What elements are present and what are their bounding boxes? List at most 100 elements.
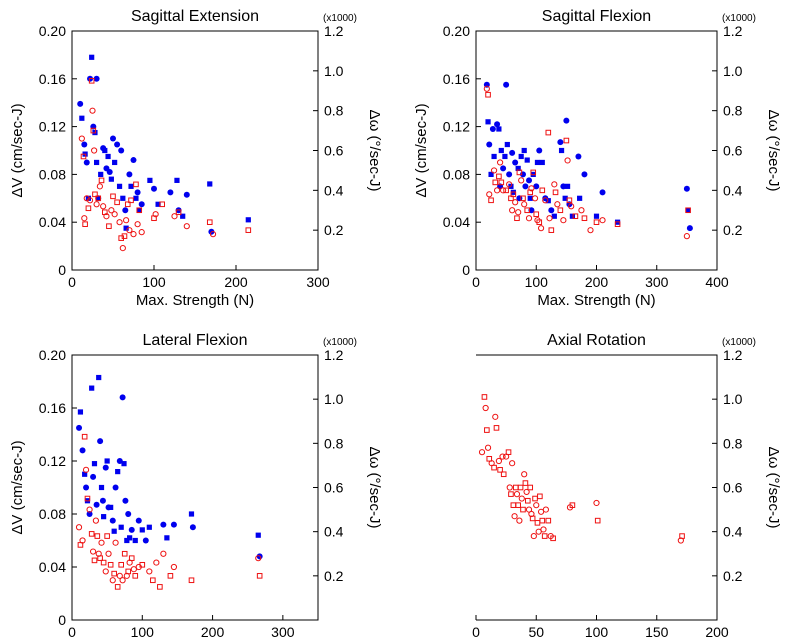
y-left-tick-label: 0	[462, 262, 470, 278]
y-left-axis-label: ΔV (cm/sec-J)	[413, 103, 430, 197]
data-point-delta-v	[564, 183, 571, 189]
y-right-axis-label: Δω (°/sec-J)	[366, 110, 383, 192]
data-point-delta-omega	[486, 191, 493, 198]
data-point-delta-omega	[520, 506, 526, 513]
data-point-delta-v	[509, 149, 516, 156]
data-point-delta-v	[686, 225, 693, 232]
data-point-delta-omega	[159, 201, 165, 208]
data-point-delta-omega	[82, 466, 90, 473]
data-point-delta-v	[138, 201, 145, 208]
data-point-delta-v	[560, 183, 567, 190]
data-point-delta-omega	[541, 533, 548, 539]
data-point-delta-omega	[92, 191, 98, 198]
data-point-delta-omega	[514, 215, 520, 222]
data-point-delta-v	[83, 484, 90, 491]
data-point-delta-omega	[478, 449, 486, 456]
data-point-delta-v	[533, 183, 540, 190]
y-right-tick-label: 0.8	[723, 435, 743, 451]
data-point-delta-omega	[483, 85, 490, 92]
y-left-axis-label: ΔV (cm/sec-J)	[9, 103, 26, 197]
data-point-delta-omega	[95, 195, 102, 202]
data-point-delta-omega	[80, 153, 87, 160]
data-point-delta-v	[551, 213, 557, 219]
data-point-delta-v	[562, 195, 568, 201]
data-point-delta-v	[116, 458, 123, 464]
data-point-delta-omega	[486, 455, 493, 462]
y-right-tick-label: 0.6	[324, 480, 344, 496]
data-point-delta-v	[147, 177, 153, 183]
data-point-delta-omega	[527, 189, 534, 196]
y-right-tick-label: 0.2	[324, 222, 344, 238]
data-point-delta-omega	[84, 495, 91, 502]
series-delta-v	[483, 81, 693, 232]
y-right-multiplier: (x1000)	[323, 13, 357, 24]
data-point-delta-v	[593, 213, 600, 219]
data-point-delta-v	[683, 185, 690, 192]
data-point-delta-v	[522, 183, 529, 190]
data-point-delta-omega	[111, 570, 117, 577]
data-point-delta-omega	[121, 550, 128, 557]
plot-frame	[71, 354, 319, 621]
data-point-delta-omega	[545, 517, 552, 524]
data-point-delta-v	[111, 528, 117, 534]
plot-frame	[71, 30, 319, 271]
data-point-delta-v	[93, 75, 100, 82]
data-point-delta-omega	[183, 223, 190, 230]
data-point-delta-v	[77, 100, 84, 107]
data-point-delta-omega	[206, 219, 213, 225]
data-point-delta-omega	[146, 568, 153, 575]
x-tick-label: 100	[585, 624, 609, 640]
data-point-delta-v	[599, 189, 606, 196]
data-point-delta-omega	[518, 177, 525, 184]
data-point-delta-v	[77, 409, 84, 415]
data-point-delta-omega	[255, 555, 262, 562]
data-point-delta-v	[101, 514, 107, 520]
data-point-delta-v	[79, 447, 86, 454]
data-point-delta-omega	[513, 491, 521, 498]
data-point-delta-omega	[138, 229, 145, 236]
data-point-delta-omega	[105, 550, 112, 557]
data-point-delta-v	[136, 207, 142, 213]
data-point-delta-omega	[125, 568, 132, 575]
x-tick-label: 0	[68, 274, 76, 290]
data-point-delta-v	[500, 165, 507, 172]
y-right-tick-label: 0.4	[723, 182, 743, 198]
data-point-delta-v	[146, 524, 152, 530]
y-left-tick-label: 0.04	[39, 559, 66, 575]
data-point-delta-omega	[536, 219, 543, 225]
data-point-delta-omega	[503, 187, 509, 194]
y-right-tick-label: 0.4	[324, 182, 344, 198]
data-point-delta-omega	[563, 137, 570, 144]
data-point-delta-omega	[100, 559, 107, 566]
data-point-delta-omega	[569, 502, 576, 508]
data-point-delta-v	[106, 169, 113, 176]
data-point-delta-omega	[531, 195, 539, 202]
data-point-delta-v	[577, 195, 583, 201]
data-point-delta-v	[494, 121, 501, 128]
data-point-delta-omega	[532, 495, 538, 502]
y-right-tick-label: 0.4	[723, 524, 743, 540]
data-point-delta-v	[491, 153, 497, 160]
data-point-delta-v	[255, 532, 261, 538]
data-point-delta-v	[79, 115, 85, 121]
data-point-delta-omega	[593, 219, 600, 225]
data-point-delta-v	[134, 189, 141, 196]
data-point-delta-v	[83, 159, 90, 166]
data-point-delta-omega	[551, 181, 558, 188]
data-point-delta-omega	[92, 517, 99, 524]
data-point-delta-v	[109, 517, 116, 524]
data-point-delta-v	[498, 147, 504, 154]
y-right-tick-label: 1.0	[723, 391, 743, 407]
series-delta-omega	[78, 77, 252, 252]
data-point-delta-omega	[530, 169, 537, 176]
y-left-axis-label: ΔV (cm/sec-J)	[9, 440, 26, 534]
data-point-delta-v	[557, 139, 564, 146]
panel-sagittal-flexion: Sagittal Flexion 0 100 200 300 400 Max. Streng…	[413, 8, 782, 309]
data-point-delta-v	[527, 195, 533, 201]
y-left-tick-label: 0.08	[39, 166, 66, 182]
data-point-delta-v	[188, 511, 195, 517]
y-right-tick-label: 0.6	[723, 480, 743, 496]
data-point-delta-omega	[119, 244, 126, 252]
data-point-delta-v	[539, 159, 545, 166]
